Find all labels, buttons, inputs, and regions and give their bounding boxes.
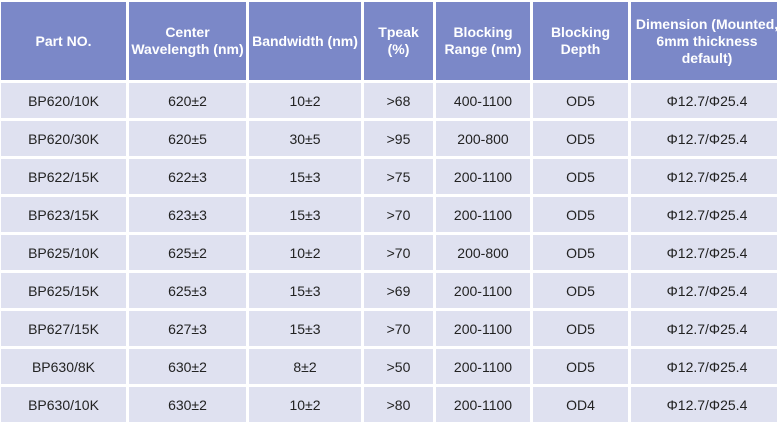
cell-blocking-depth: OD5 — [533, 235, 628, 270]
cell-blocking-range: 200-1100 — [436, 311, 530, 346]
cell-part-no: BP623/15K — [1, 197, 126, 232]
table-row: BP625/15K 625±3 15±3 >69 200-1100 OD5 Φ12.7/Φ2… — [1, 273, 777, 308]
cell-dimension: Φ12.7/Φ25.4 — [631, 235, 777, 270]
cell-blocking-range: 200-800 — [436, 235, 530, 270]
table-row: BP625/10K 625±2 10±2 >70 200-800 OD5 Φ12.7/Φ25… — [1, 235, 777, 270]
cell-blocking-depth: OD5 — [533, 311, 628, 346]
cell-bandwidth: 10±2 — [249, 235, 361, 270]
cell-blocking-depth: OD5 — [533, 197, 628, 232]
cell-blocking-depth: OD5 — [533, 273, 628, 308]
cell-part-no: BP630/10K — [1, 387, 126, 422]
cell-bandwidth: 15±3 — [249, 273, 361, 308]
header-blocking-range: Blocking Range (nm) — [436, 2, 530, 80]
cell-center-wavelength: 627±3 — [129, 311, 246, 346]
cell-part-no: BP627/15K — [1, 311, 126, 346]
cell-dimension: Φ12.7/Φ25.4 — [631, 197, 777, 232]
cell-blocking-range: 200-1100 — [436, 387, 530, 422]
header-center-wavelength: Center Wavelength (nm) — [129, 2, 246, 80]
cell-bandwidth: 10±2 — [249, 83, 361, 118]
cell-bandwidth: 8±2 — [249, 349, 361, 384]
cell-blocking-depth: OD5 — [533, 349, 628, 384]
cell-blocking-range: 400-1100 — [436, 83, 530, 118]
cell-blocking-range: 200-1100 — [436, 273, 530, 308]
cell-center-wavelength: 623±3 — [129, 197, 246, 232]
cell-center-wavelength: 620±5 — [129, 121, 246, 156]
cell-blocking-range: 200-1100 — [436, 197, 530, 232]
header-dimension: Dimension (Mounted, 6mm thickness defaul… — [631, 2, 777, 80]
table-row: BP622/15K 622±3 15±3 >75 200-1100 OD5 Φ12.7/Φ2… — [1, 159, 777, 194]
cell-center-wavelength: 622±3 — [129, 159, 246, 194]
cell-dimension: Φ12.7/Φ25.4 — [631, 349, 777, 384]
cell-bandwidth: 30±5 — [249, 121, 361, 156]
cell-center-wavelength: 620±2 — [129, 83, 246, 118]
cell-part-no: BP620/30K — [1, 121, 126, 156]
cell-tpeak: >70 — [364, 235, 433, 270]
cell-center-wavelength: 630±2 — [129, 387, 246, 422]
cell-tpeak: >50 — [364, 349, 433, 384]
table-row: BP620/30K 620±5 30±5 >95 200-800 OD5 Φ12.7/Φ25… — [1, 121, 777, 156]
table-row: BP623/15K 623±3 15±3 >70 200-1100 OD5 Φ12.7/Φ2… — [1, 197, 777, 232]
cell-tpeak: >69 — [364, 273, 433, 308]
header-part-no: Part NO. — [1, 2, 126, 80]
cell-dimension: Φ12.7/Φ25.4 — [631, 273, 777, 308]
cell-center-wavelength: 630±2 — [129, 349, 246, 384]
cell-dimension: Φ12.7/Φ25.4 — [631, 387, 777, 422]
cell-tpeak: >70 — [364, 197, 433, 232]
header-row: Part NO. Center Wavelength (nm) Bandwidt… — [1, 2, 777, 80]
cell-blocking-range: 200-1100 — [436, 349, 530, 384]
cell-blocking-range: 200-800 — [436, 121, 530, 156]
cell-dimension: Φ12.7/Φ25.4 — [631, 121, 777, 156]
cell-part-no: BP625/10K — [1, 235, 126, 270]
cell-blocking-depth: OD5 — [533, 159, 628, 194]
header-blocking-depth: Blocking Depth — [533, 2, 628, 80]
cell-dimension: Φ12.7/Φ25.4 — [631, 311, 777, 346]
cell-blocking-depth: OD5 — [533, 121, 628, 156]
cell-bandwidth: 15±3 — [249, 159, 361, 194]
cell-tpeak: >95 — [364, 121, 433, 156]
header-tpeak: Tpeak (%) — [364, 2, 433, 80]
cell-bandwidth: 15±3 — [249, 197, 361, 232]
cell-center-wavelength: 625±2 — [129, 235, 246, 270]
cell-bandwidth: 15±3 — [249, 311, 361, 346]
cell-blocking-depth: OD5 — [533, 83, 628, 118]
cell-part-no: BP630/8K — [1, 349, 126, 384]
table-row: BP620/10K 620±2 10±2 >68 400-1100 OD5 Φ12.7/Φ2… — [1, 83, 777, 118]
cell-blocking-depth: OD4 — [533, 387, 628, 422]
cell-part-no: BP622/15K — [1, 159, 126, 194]
table-row: BP627/15K 627±3 15±3 >70 200-1100 OD5 Φ12.7/Φ2… — [1, 311, 777, 346]
cell-tpeak: >70 — [364, 311, 433, 346]
cell-tpeak: >75 — [364, 159, 433, 194]
table-row: BP630/8K 630±2 8±2 >50 200-1100 OD5 Φ12.7/Φ25.… — [1, 349, 777, 384]
cell-tpeak: >68 — [364, 83, 433, 118]
table-row: BP630/10K 630±2 10±2 >80 200-1100 OD4 Φ12.7/Φ2… — [1, 387, 777, 422]
cell-dimension: Φ12.7/Φ25.4 — [631, 83, 777, 118]
header-bandwidth: Bandwidth (nm) — [249, 2, 361, 80]
cell-tpeak: >80 — [364, 387, 433, 422]
cell-bandwidth: 10±2 — [249, 387, 361, 422]
cell-center-wavelength: 625±3 — [129, 273, 246, 308]
cell-blocking-range: 200-1100 — [436, 159, 530, 194]
cell-dimension: Φ12.7/Φ25.4 — [631, 159, 777, 194]
cell-part-no: BP625/15K — [1, 273, 126, 308]
cell-part-no: BP620/10K — [1, 83, 126, 118]
